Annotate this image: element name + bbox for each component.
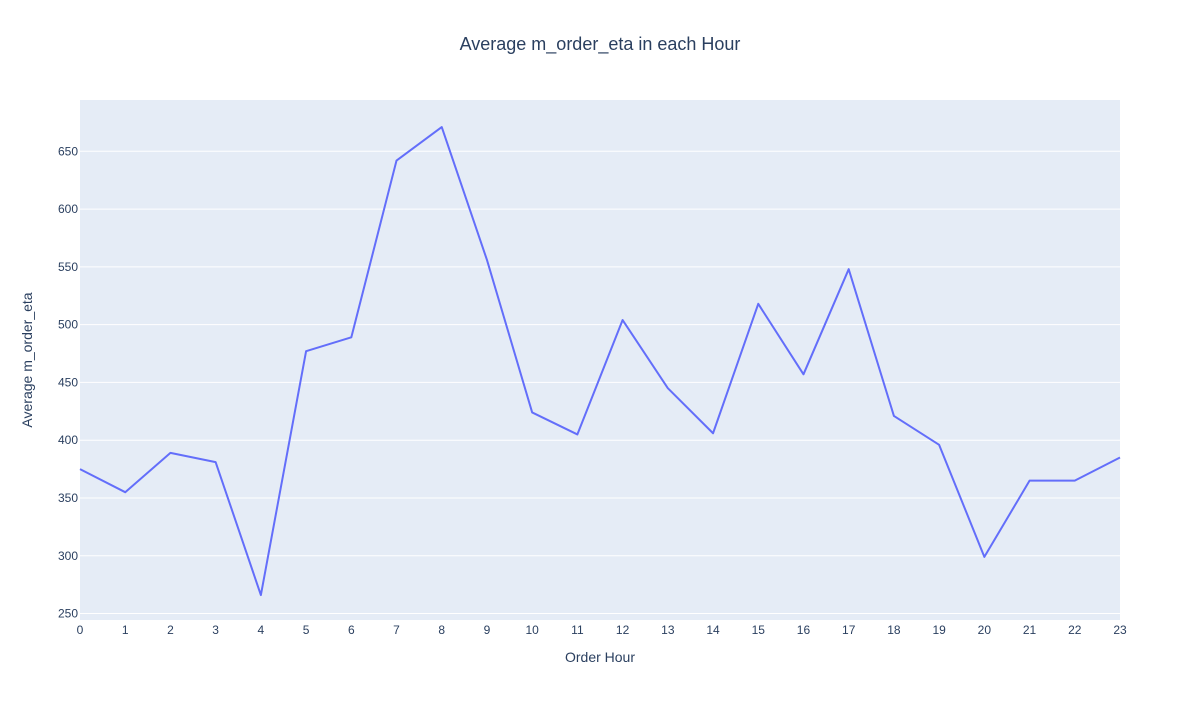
x-tick-label: 22 [1068, 623, 1082, 637]
x-tick-label: 5 [303, 623, 310, 637]
series-line [79, 126, 1121, 597]
x-tick-label: 15 [752, 623, 766, 637]
x-tick-label: 10 [525, 623, 539, 637]
x-axis-ticks: 0 1 2 3 4 5 6 7 8 9 10 11 12 13 14 15 16 17 18 19 20 21 22 23 [77, 623, 1127, 637]
y-axis-ticks: 250 300 350 400 450 500 550 600 650 [58, 144, 78, 620]
plot-area [80, 100, 1120, 620]
x-tick-label: 18 [887, 623, 901, 637]
x-tick-label: 23 [1113, 623, 1127, 637]
y-tick-label: 300 [58, 549, 78, 563]
x-tick-label: 0 [77, 623, 84, 637]
x-axis-title: Order Hour [565, 649, 635, 665]
x-tick-label: 9 [484, 623, 491, 637]
y-tick-label: 500 [58, 318, 78, 332]
y-tick-label: 550 [58, 260, 78, 274]
x-tick-label: 7 [393, 623, 400, 637]
series-layer [79, 126, 1121, 597]
x-tick-label: 21 [1023, 623, 1037, 637]
x-tick-label: 16 [797, 623, 811, 637]
gridlines [80, 150, 1120, 615]
y-tick-label: 350 [58, 491, 78, 505]
x-tick-label: 6 [348, 623, 355, 637]
x-tick-label: 8 [438, 623, 445, 637]
y-tick-label: 650 [58, 144, 78, 158]
y-axis-title: Average m_order_eta [19, 292, 35, 427]
chart-title: Average m_order_eta in each Hour [460, 34, 741, 55]
x-tick-label: 13 [661, 623, 675, 637]
x-tick-label: 20 [978, 623, 992, 637]
y-tick-label: 250 [58, 607, 78, 621]
x-tick-label: 19 [932, 623, 946, 637]
x-tick-label: 3 [212, 623, 219, 637]
x-tick-label: 14 [706, 623, 720, 637]
x-tick-label: 12 [616, 623, 630, 637]
y-tick-label: 400 [58, 433, 78, 447]
x-tick-label: 1 [122, 623, 129, 637]
x-tick-label: 4 [258, 623, 265, 637]
x-tick-label: 11 [571, 623, 584, 637]
x-tick-label: 2 [167, 623, 174, 637]
y-tick-label: 600 [58, 202, 78, 216]
y-tick-label: 450 [58, 375, 78, 389]
x-tick-label: 17 [842, 623, 856, 637]
